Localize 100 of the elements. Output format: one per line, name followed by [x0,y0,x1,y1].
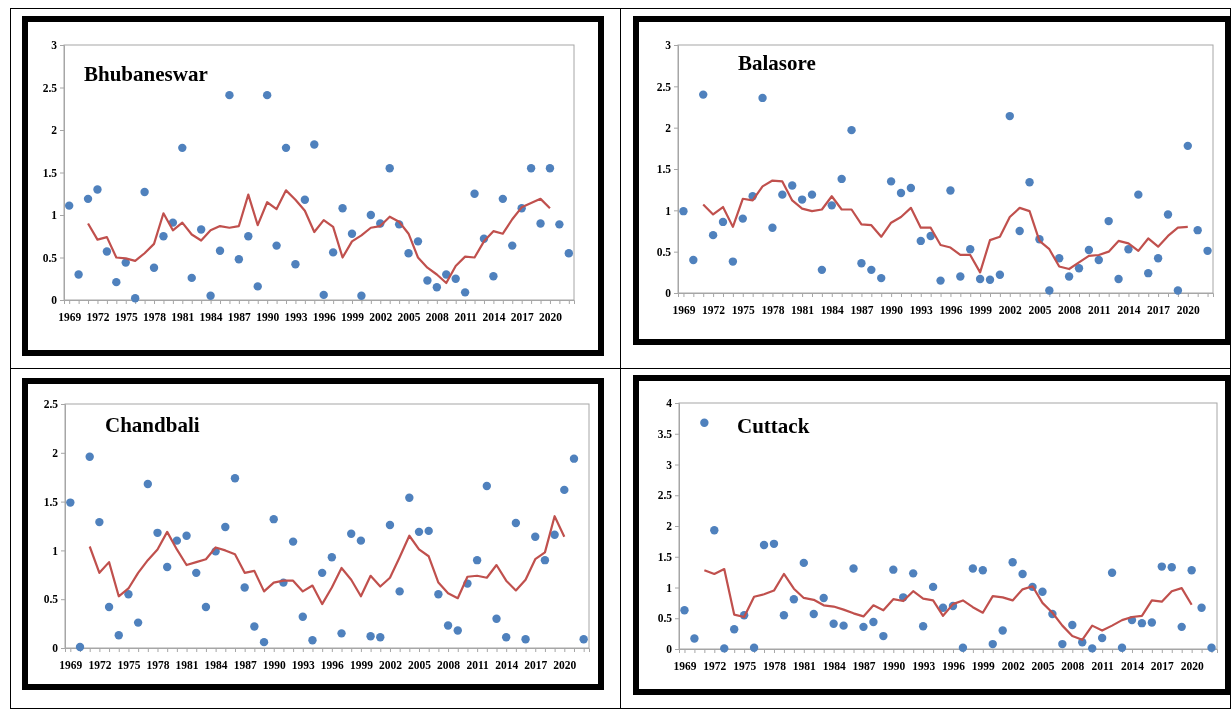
point [308,635,317,645]
x-tick-label: 1996 [320,658,345,671]
y-tick-label: 2 [665,121,672,134]
point [797,195,807,204]
x-tick-label: 2017 [1150,659,1175,672]
point [956,272,965,281]
point [159,232,168,241]
point [526,164,536,173]
x-tick-label: 1978 [761,303,785,316]
y-tick-label: 0 [51,294,58,307]
point [1025,178,1034,187]
x-tick-label: 1990 [882,659,906,672]
x-tick-label: 1990 [880,303,904,316]
point [1045,286,1054,295]
point [728,257,738,266]
x-tick-label: 1999 [349,658,374,671]
point [799,558,808,568]
point [1177,622,1186,632]
point [809,609,818,619]
x-tick-label: 1975 [733,659,757,672]
y-tick-label: 1.5 [656,163,672,176]
point [759,540,769,550]
point [327,553,337,562]
x-tick-label: 2005 [1031,659,1055,672]
y-tick-label: 0.5 [656,245,672,258]
point [1097,633,1107,643]
point [1197,603,1206,612]
x-tick-label: 2005 [1028,303,1052,316]
point [272,241,281,250]
point [789,594,799,604]
point [489,272,498,281]
x-tick-label: 1978 [143,310,167,323]
x-tick-label: 1978 [146,658,170,671]
point [508,241,517,250]
x-tick-label: 2005 [408,658,432,671]
point [114,631,123,640]
x-tick-label: 1969 [58,310,82,323]
point [1114,274,1123,284]
y-tick-label: 3 [665,39,672,52]
point [1147,618,1157,627]
point [414,527,424,537]
x-tick-label: 1978 [762,659,787,672]
x-tick-label: 2008 [1061,659,1085,672]
point [1183,141,1192,151]
x-tick-label: 1999 [969,303,993,316]
y-tick-label: 3 [51,39,58,52]
point [1055,254,1064,263]
point [847,125,856,135]
point [470,189,479,198]
point [946,186,955,195]
x-tick-label: 2008 [425,310,450,323]
x-tick-label: 1987 [850,303,874,316]
point [536,219,545,228]
y-tick-label: 1.5 [657,550,673,563]
point [1137,618,1147,628]
x-tick-label: 1975 [117,658,141,671]
chart-title: Balasore [738,51,816,75]
point [906,183,916,193]
point [555,220,564,229]
point [162,562,172,572]
y-tick-label: 1.5 [43,495,59,508]
point [689,255,698,265]
point [1187,566,1196,575]
point [708,230,718,240]
point [395,587,404,596]
point [1107,568,1117,577]
point [859,622,868,632]
y-tick-label: 2.5 [656,80,672,93]
point [958,643,968,652]
point [337,629,346,638]
point [1018,569,1027,579]
x-tick-label: 1975 [731,303,756,316]
point [250,622,259,631]
point [385,520,395,530]
point [172,536,182,545]
point [182,531,191,540]
point [124,590,133,599]
point [356,536,366,545]
y-tick-label: 0.5 [42,251,58,264]
point [201,602,211,612]
x-tick-label: 2002 [1001,659,1025,672]
x-tick-label: 1972 [88,658,112,671]
point [140,187,149,197]
x-tick-label: 1996 [941,659,966,672]
point [540,555,550,565]
point [83,194,93,204]
point [64,201,74,210]
x-tick-label: 1981 [791,303,815,316]
x-tick-label: 1987 [227,310,252,323]
y-tick-label: 4 [666,397,673,410]
point [928,582,938,592]
point [300,195,310,204]
point [718,217,728,227]
point [550,530,559,539]
point [778,190,787,199]
y-tick-label: 2 [666,520,673,533]
point [1074,264,1084,273]
point [104,602,114,612]
point [1203,246,1212,256]
x-tick-label: 1990 [262,658,286,671]
